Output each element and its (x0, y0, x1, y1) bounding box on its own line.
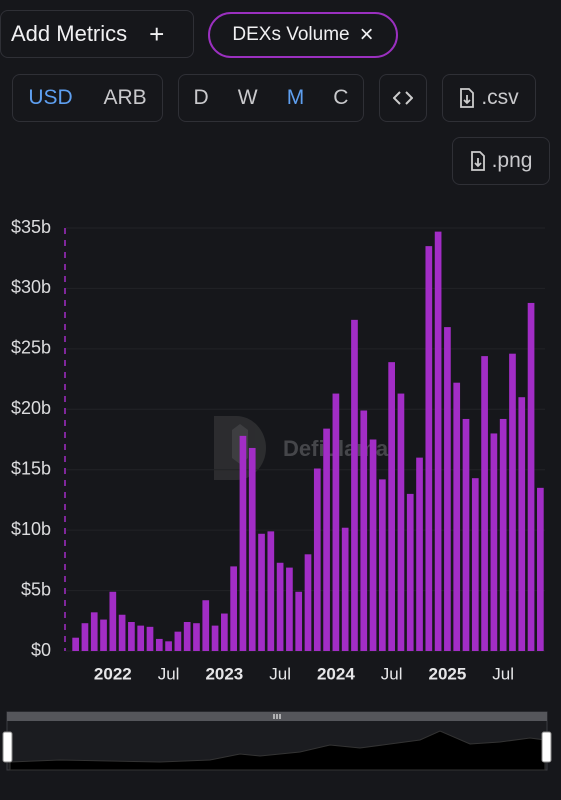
period-option[interactable]: M (286, 86, 305, 109)
bar (341, 527, 349, 651)
currency-option[interactable]: USD (28, 86, 73, 109)
x-tick-label: Jul (158, 664, 180, 683)
brush-preview (9, 730, 546, 771)
metric-chip-label: DEXs Volume (232, 24, 350, 45)
csv-label: .csv (481, 86, 519, 109)
add-icon: + (149, 18, 165, 49)
y-tick-label: $30b (11, 277, 51, 297)
bar (295, 591, 303, 651)
bar (146, 626, 154, 651)
y-tick-label: $0 (31, 640, 51, 660)
bar (165, 641, 172, 651)
bar (211, 625, 219, 651)
bar (221, 613, 228, 651)
embed-icon (393, 91, 413, 105)
bar (174, 631, 182, 651)
bar (90, 612, 98, 651)
currency-option[interactable]: ARB (103, 86, 147, 109)
bar (202, 600, 210, 651)
bar (118, 614, 126, 651)
bar (434, 231, 442, 651)
bar (471, 478, 479, 651)
brush-handle[interactable] (541, 731, 552, 763)
period-option[interactable]: D (193, 86, 209, 109)
bar (453, 382, 461, 651)
x-tick-label: 2022 (94, 664, 132, 683)
bar (351, 319, 358, 651)
bar (369, 439, 377, 651)
bar (137, 625, 145, 651)
bar (128, 621, 135, 651)
bar (267, 531, 275, 651)
bar (416, 457, 423, 651)
bar (313, 468, 321, 651)
bar (518, 397, 526, 651)
bar (155, 638, 163, 651)
bar (183, 621, 191, 651)
bar (406, 493, 414, 651)
bar (379, 479, 386, 651)
bar (490, 433, 498, 651)
x-tick-label: Jul (492, 664, 514, 683)
bar (499, 418, 507, 651)
download-icon (470, 151, 485, 171)
embed-button[interactable] (379, 74, 427, 122)
add-metrics-label: Add Metrics (11, 21, 128, 46)
bar (509, 353, 516, 651)
bar (193, 623, 200, 651)
y-tick-label: $15b (11, 458, 51, 478)
y-tick-label: $35b (11, 217, 51, 237)
bar (72, 637, 79, 651)
bar (286, 567, 293, 651)
png-label: .png (491, 149, 533, 172)
bar (462, 418, 470, 651)
y-tick-label: $20b (11, 398, 51, 418)
remove-icon[interactable]: × (359, 21, 374, 48)
y-tick-label: $25b (11, 338, 51, 358)
currency-toggle: USD ARB (12, 74, 163, 122)
y-tick-label: $5b (21, 579, 51, 599)
y-tick-label: $10b (11, 519, 51, 539)
bar (360, 410, 368, 651)
bar (323, 428, 330, 651)
x-tick-label: 2023 (205, 664, 243, 683)
brush-grip (273, 714, 281, 719)
bar (388, 362, 395, 651)
brush[interactable] (2, 711, 552, 771)
bar (527, 302, 535, 651)
x-tick-label: Jul (381, 664, 403, 683)
bar (537, 487, 544, 651)
bar (248, 447, 256, 651)
period-option[interactable]: W (237, 86, 258, 109)
download-icon (460, 88, 475, 108)
bar (397, 393, 405, 651)
bar (425, 246, 433, 651)
bar (230, 566, 237, 651)
add-metrics-button[interactable]: Add Metrics + (0, 10, 194, 58)
bar (81, 623, 89, 651)
plot: $0 $5b $10b $15b $20b $25b $30b $35b 2022 Jul 2023… (11, 217, 545, 683)
bar (332, 393, 340, 651)
csv-button[interactable]: .csv (442, 74, 536, 122)
period-option[interactable]: C (333, 86, 349, 109)
bar (109, 591, 117, 651)
brush-handle[interactable] (2, 731, 13, 763)
bar (481, 356, 488, 651)
bar (276, 562, 284, 651)
bar (239, 435, 247, 651)
png-button[interactable]: .png (452, 137, 550, 185)
bar (258, 533, 265, 651)
metric-chip[interactable]: DEXs Volume × (208, 12, 398, 58)
bar (304, 554, 312, 651)
x-tick-label: 2025 (428, 664, 466, 683)
bar (444, 327, 451, 651)
x-tick-label: 2024 (317, 664, 355, 683)
bar (100, 619, 107, 651)
x-tick-label: Jul (269, 664, 291, 683)
period-toggle: D W M C (178, 74, 364, 122)
